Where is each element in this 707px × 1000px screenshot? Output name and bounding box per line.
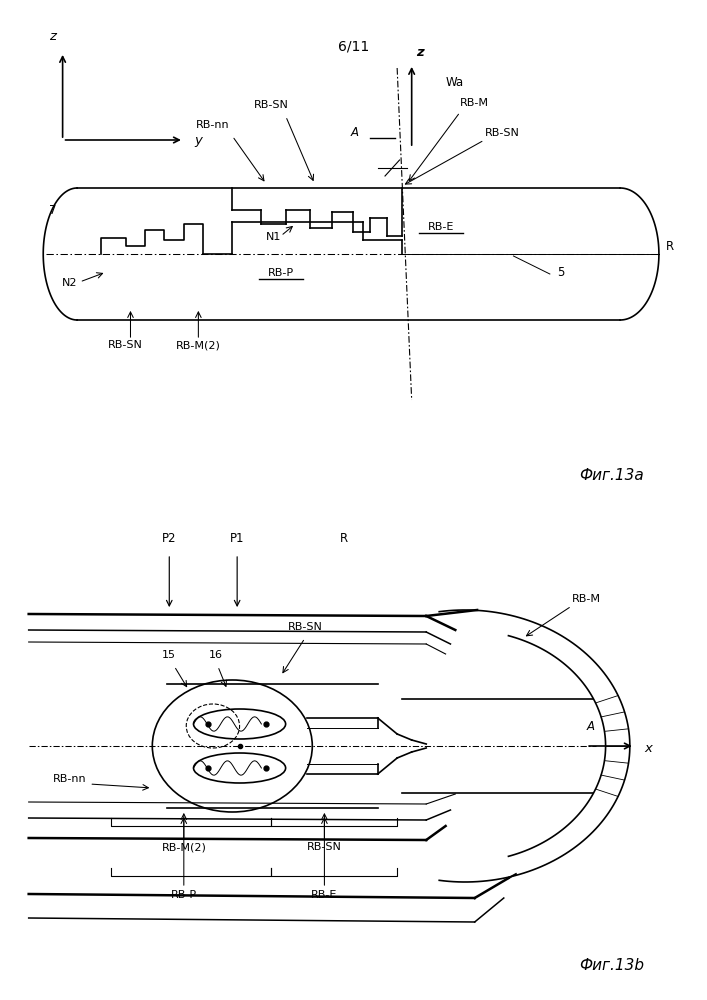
Text: RB-E: RB-E: [311, 890, 338, 900]
Text: R: R: [666, 240, 674, 253]
Text: A: A: [351, 126, 358, 139]
Text: RB-M: RB-M: [572, 594, 601, 604]
Text: RB-nn: RB-nn: [53, 774, 87, 784]
Text: N2: N2: [62, 278, 77, 288]
Text: R: R: [340, 532, 348, 545]
Text: Фиг.13a: Фиг.13a: [580, 468, 644, 483]
Text: RB-P: RB-P: [171, 890, 197, 900]
Text: 16: 16: [209, 650, 222, 660]
Text: RB-M: RB-M: [460, 98, 489, 108]
Text: N1: N1: [265, 232, 281, 242]
Text: z: z: [49, 30, 57, 43]
Text: 6/11: 6/11: [338, 40, 369, 54]
Text: 5: 5: [557, 266, 564, 279]
Text: y: y: [194, 134, 202, 147]
Text: x: x: [644, 742, 653, 755]
Text: 7: 7: [49, 204, 57, 217]
Text: z: z: [416, 46, 424, 59]
Text: RB-M(2): RB-M(2): [161, 842, 206, 852]
Text: A: A: [586, 720, 594, 733]
Text: RB-E: RB-E: [428, 222, 454, 232]
Text: RB-P: RB-P: [268, 268, 294, 278]
Text: P1: P1: [230, 532, 245, 545]
Text: Фиг.13b: Фиг.13b: [579, 958, 644, 973]
Text: RB-SN: RB-SN: [254, 100, 288, 110]
Text: RB-SN: RB-SN: [307, 842, 342, 852]
Text: Wa: Wa: [445, 76, 464, 89]
Text: RB-SN: RB-SN: [484, 128, 519, 138]
Text: RB-nn: RB-nn: [196, 120, 230, 130]
Text: RB-M(2): RB-M(2): [176, 340, 221, 350]
Text: RB-SN: RB-SN: [288, 622, 322, 632]
Text: 15: 15: [163, 650, 176, 660]
Text: P2: P2: [162, 532, 177, 545]
Text: RB-SN: RB-SN: [108, 340, 143, 350]
